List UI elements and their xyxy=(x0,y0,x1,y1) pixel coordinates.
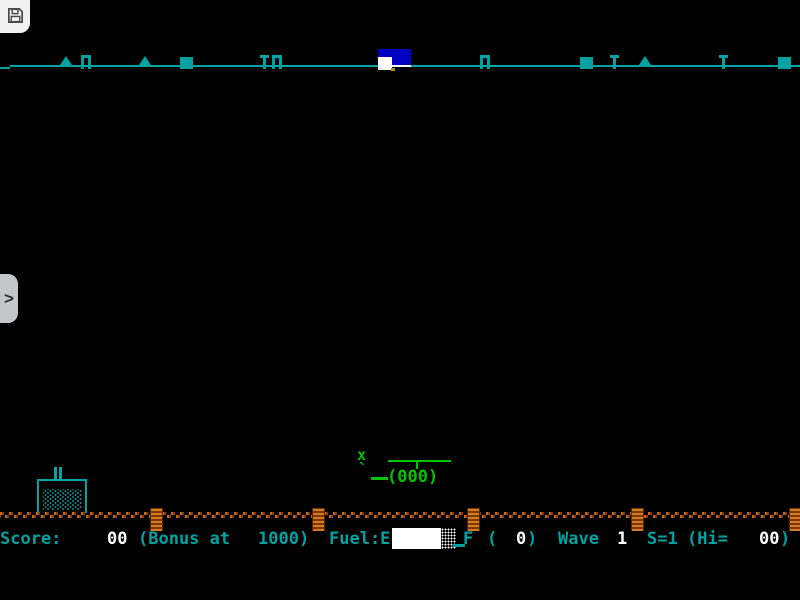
skyline-sprite-gate xyxy=(81,55,91,69)
status-bonus-label: (Bonus at xyxy=(138,529,231,549)
depot-tank-outline xyxy=(37,479,87,513)
status-speed-label: S=1 xyxy=(647,529,678,549)
status-wave-value: 1 xyxy=(617,529,628,549)
status-bonus-value: 1000) xyxy=(258,529,310,549)
fence-post xyxy=(631,508,644,531)
ground-strip xyxy=(0,512,800,515)
ground-strip xyxy=(0,515,800,518)
fuel-gauge-underscore xyxy=(453,544,465,547)
skyline-sprite-triangle xyxy=(60,56,72,65)
white-block-sprite xyxy=(378,57,392,70)
helicopter-body: (000) xyxy=(387,467,439,487)
status-hiscore-close-paren: ) xyxy=(780,529,791,549)
helicopter-mast xyxy=(416,462,418,469)
skyline-sprite-tee xyxy=(260,55,269,69)
fence-post xyxy=(150,508,163,531)
skyline-sprite-triangle xyxy=(139,56,151,65)
skyline-sprite-gate xyxy=(272,55,282,69)
status-count-close-paren: ) xyxy=(527,529,538,549)
skyline-sprite-gate xyxy=(480,55,490,69)
status-score-label: Score: xyxy=(0,529,62,549)
status-bar: Score: 00 (Bonus at 1000) Fuel:E F (0) Wave 1 S=1… xyxy=(0,527,800,553)
skyline-sprite-square xyxy=(580,57,593,69)
fence-post xyxy=(312,508,325,531)
fence-post xyxy=(789,508,800,531)
status-hiscore-value: 00 xyxy=(759,529,780,549)
skyline-sprite-triangle xyxy=(639,56,651,65)
depot-chimney xyxy=(54,467,57,480)
skyline-sprite-tee xyxy=(610,55,619,69)
expand-panel-button[interactable]: > xyxy=(0,274,18,323)
spark-pixel xyxy=(391,68,395,71)
chevron-right-icon: > xyxy=(4,289,14,308)
status-wave-label: Wave xyxy=(558,529,599,549)
helicopter-tail-boom xyxy=(371,477,388,480)
skyline-sprite-square xyxy=(180,57,193,69)
depot-chimney xyxy=(59,467,62,480)
skyline-sprite-tee xyxy=(719,55,728,69)
white-line-segment xyxy=(392,65,411,67)
helicopter-rotor xyxy=(388,460,451,462)
status-count-value: 0 xyxy=(516,529,527,549)
fuel-depot xyxy=(37,467,89,513)
status-fuel-label: Fuel:E xyxy=(329,529,391,549)
fence-post xyxy=(467,508,480,531)
helicopter-tail-tick: ` xyxy=(358,460,368,479)
status-fuel-full-mark: F xyxy=(463,529,474,549)
status-score-value: 00 xyxy=(107,529,128,549)
skyline-ledge xyxy=(0,67,10,69)
depot-fill-pattern xyxy=(43,489,82,510)
save-button[interactable] xyxy=(0,0,30,33)
fuel-gauge-fill xyxy=(392,528,441,549)
fuel-gauge-dither xyxy=(441,528,456,549)
helicopter-sprite: x ` (000) xyxy=(355,446,455,490)
skyline-sprite-square xyxy=(778,57,791,69)
status-hiscore-label: (Hi= xyxy=(687,529,728,549)
floppy-disk-icon xyxy=(6,6,25,28)
helicopter-marker: x xyxy=(357,446,367,464)
status-count-open-paren: ( xyxy=(487,529,498,549)
